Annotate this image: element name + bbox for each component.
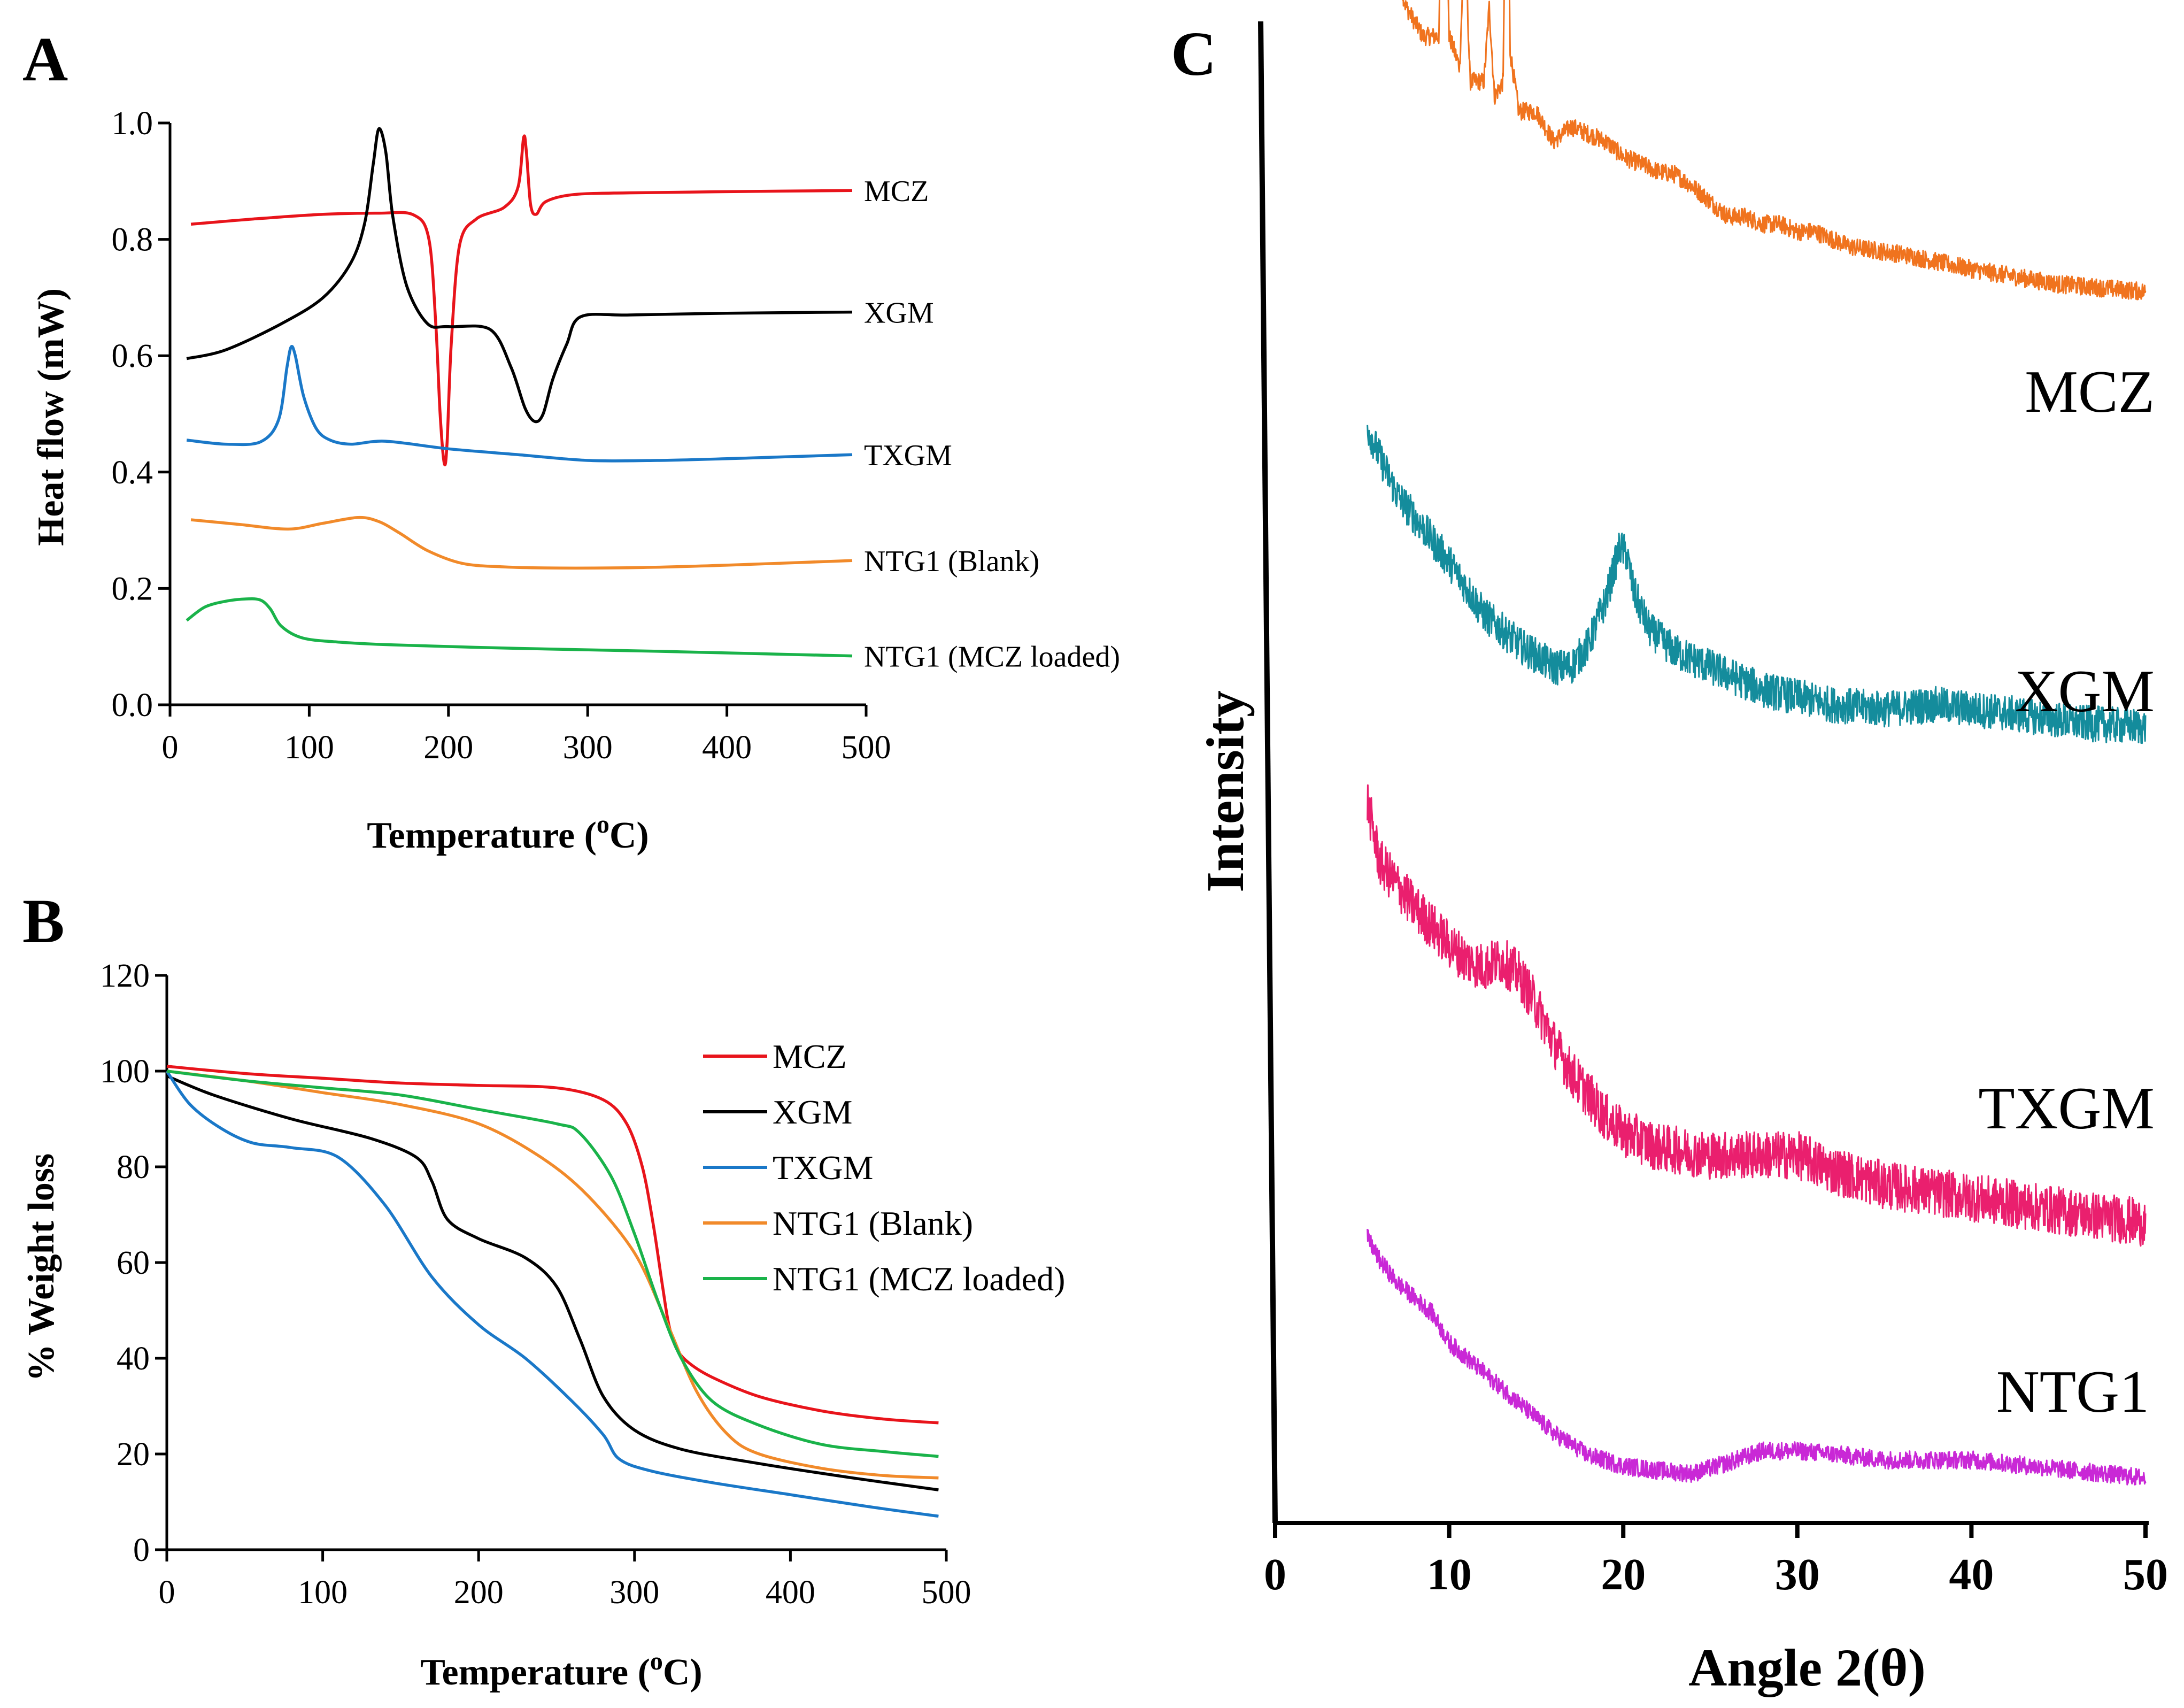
panel-a-label-txgm: TXGM [864, 439, 952, 472]
panel-b-x-tick-label: 0 [159, 1574, 175, 1611]
panel-a-y-axis-title: Heat flow (mW) [30, 288, 72, 546]
panel-b-legend-txgm: TXGM [773, 1149, 873, 1187]
panel-b-y-tick-label: 100 [100, 1053, 150, 1090]
panel-a-y-tick-label: 0.4 [112, 455, 153, 491]
panel-c-x-tick-label: 0 [1264, 1550, 1286, 1599]
panel-b-legend-ntg1-mcz-loaded: NTG1 (MCZ loaded) [773, 1260, 1065, 1298]
panel-b-x-tick-label: 100 [298, 1574, 348, 1611]
panel-a-series-ntg1-blank [190, 516, 853, 570]
panel-b-y-tick-label: 60 [117, 1245, 150, 1281]
panel-a-letter: A [22, 24, 68, 94]
panel-a-y-tick-label: 0.0 [112, 687, 153, 724]
panel-a-label-ntg1-mcz-loaded: NTG1 (MCZ loaded) [864, 641, 1120, 674]
panel-a-label-mcz: MCZ [864, 175, 929, 208]
panel-a-series-xgm [186, 127, 853, 424]
panel-b-x-tick-label: 500 [922, 1574, 971, 1611]
panel-a-x-tick-label: 400 [702, 729, 752, 766]
panel-a-series-ntg1-mcz-loaded [186, 597, 853, 658]
panel-b-y-tick-label: 0 [133, 1532, 150, 1568]
panel-c-series-txgm [1367, 784, 2147, 1247]
panel-c-x-axis-title: Angle 2(θ) [1688, 1638, 1926, 1697]
panel-b-plot-area: 0 20 40 60 80 100 120 0 100 200 300 400 500 MCZ XGM TXG… [100, 958, 1065, 1611]
panel-a-y-tick-label: 0.8 [112, 222, 153, 258]
panel-c-series-ntg1 [1367, 1229, 2147, 1486]
panel-c-y-axis-title: Intensity [1195, 690, 1255, 893]
panel-b-legend-xgm: XGM [773, 1093, 852, 1131]
panel-b-y-axis-title: % Weight loss [21, 1153, 62, 1382]
panel-c-series-mcz [1402, 0, 2147, 301]
panel-c-label-txgm: TXGM [1978, 1075, 2155, 1142]
panel-c-label-ntg1: NTG1 [1996, 1359, 2149, 1425]
panel-a-label-xgm: XGM [864, 297, 934, 330]
panel-c-plot-area: 0 10 20 30 40 50 MCZ XGM TXGM NTG1 [1258, 0, 2168, 1599]
panel-b-y-tick-label: 20 [117, 1436, 150, 1473]
panel-b-letter: B [22, 886, 65, 956]
panel-b-y-tick-label: 120 [100, 958, 150, 994]
panel-c-label-xgm: XGM [2015, 658, 2155, 725]
panel-c-y-axis-line [1258, 21, 1278, 1524]
panel-b-x-tick-label: 200 [454, 1574, 504, 1611]
panel-a-series-mcz [190, 134, 853, 466]
panel-a-plot-area: 0.0 0.2 0.4 0.6 0.8 1.0 0 100 200 300 400 500 MCZ XGM… [112, 105, 1120, 766]
panel-b-y-tick-label: 80 [117, 1149, 150, 1186]
panel-b-legend-mcz: MCZ [773, 1037, 847, 1075]
panel-b-series-ntg1-blank [166, 1070, 939, 1480]
panel-b-series-txgm [165, 1070, 939, 1518]
panel-a-x-tick-label: 300 [563, 729, 613, 766]
panel-a-series-txgm [186, 345, 853, 463]
panel-c-x-tick-label: 50 [2123, 1550, 2168, 1599]
panel-a-y-tick-label: 0.2 [112, 571, 153, 607]
panel-a-x-tick-label: 0 [162, 729, 179, 766]
panel-b-y-tick-label: 40 [117, 1341, 150, 1377]
panel-a-x-axis-title: Temperature (oC) [367, 810, 649, 856]
panel-c-series-xgm [1367, 425, 2147, 744]
panel-b-series-mcz [166, 1065, 939, 1425]
panel-b-x-tick-label: 400 [766, 1574, 815, 1611]
panel-c-label-mcz: MCZ [2025, 359, 2155, 425]
panel-a-dsc-chart: A 0.0 0.2 0.4 0.6 0.8 1.0 0 100 200 300 400 500 MCZ X… [22, 24, 1120, 856]
panel-c-xrd-chart: C 0 10 20 30 40 50 MCZ XGM TXGM NTG1 Intensity An… [1171, 0, 2168, 1697]
panel-a-y-tick-label: 0.6 [112, 338, 153, 374]
panel-c-letter: C [1171, 19, 1216, 89]
panel-b-series-ntg1-mcz-loaded [166, 1070, 939, 1458]
panel-b-x-tick-label: 300 [609, 1574, 659, 1611]
panel-c-x-tick-label: 30 [1775, 1550, 1820, 1599]
panel-b-x-axis-title: Temperature (oC) [420, 1647, 703, 1693]
panel-a-label-ntg1-blank: NTG1 (Blank) [864, 545, 1039, 578]
panel-c-x-tick-label: 40 [1949, 1550, 1994, 1599]
panel-a-x-tick-label: 500 [842, 729, 891, 766]
panel-b-series-xgm [166, 1074, 939, 1491]
panel-c-x-tick-label: 10 [1427, 1550, 1472, 1599]
panel-c-x-tick-label: 20 [1601, 1550, 1646, 1599]
panel-a-x-tick-label: 100 [284, 729, 334, 766]
panel-b-tga-chart: B 0 20 40 60 80 100 120 0 100 200 300 400 500 MCZ XGM T… [21, 886, 1065, 1693]
panel-a-y-tick-label: 1.0 [112, 105, 153, 142]
panel-b-legend-ntg1-blank: NTG1 (Blank) [773, 1204, 973, 1242]
panel-a-x-tick-label: 200 [423, 729, 473, 766]
